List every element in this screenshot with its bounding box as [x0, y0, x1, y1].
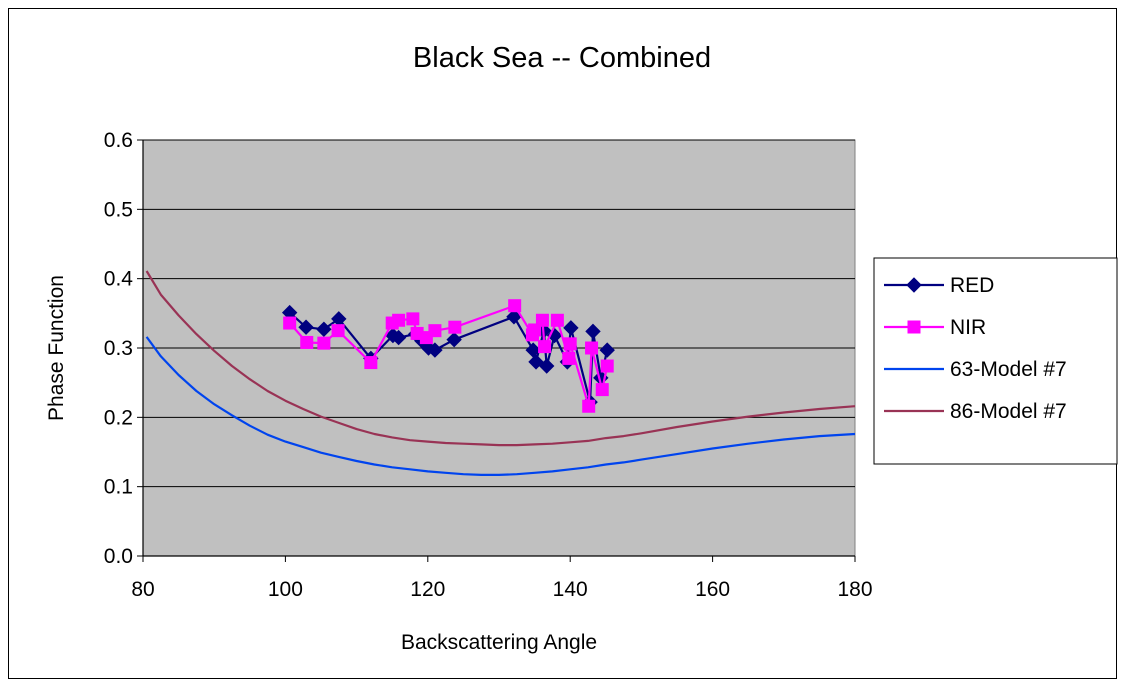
- legend-marker: [907, 320, 921, 334]
- y-tick-label: 0.6: [104, 129, 133, 152]
- data-point: [550, 313, 564, 327]
- gridlines: [143, 139, 855, 488]
- data-point: [392, 313, 406, 327]
- legend-item: NIR: [884, 316, 986, 339]
- data-point: [406, 312, 420, 326]
- data-point: [317, 336, 331, 350]
- series-line: [145, 336, 856, 476]
- data-point: [506, 309, 522, 325]
- data-point: [582, 399, 596, 413]
- data-point: [585, 341, 599, 355]
- legend-item: 86-Model #7: [884, 400, 1067, 423]
- y-tick-label: 0.3: [104, 337, 133, 360]
- data-point: [563, 320, 579, 336]
- legend-box: [873, 257, 1118, 465]
- x-axis-ticks: 80 100 120 140 160 180: [131, 556, 873, 601]
- data-point: [535, 313, 549, 327]
- series-63-model-7: [145, 336, 856, 476]
- legend-item: 63-Model #7: [884, 358, 1067, 381]
- y-tick-label: 0.0: [104, 545, 133, 568]
- legend: RED NIR 63-Model #7 86-Model #7: [873, 257, 1118, 465]
- chart-title: Black Sea -- Combined: [413, 42, 711, 74]
- series-line: [145, 270, 856, 447]
- x-tick-label: 100: [268, 578, 303, 601]
- series-nir: [283, 299, 614, 413]
- data-point: [585, 323, 601, 340]
- x-tick-label: 160: [695, 578, 730, 601]
- data-point: [298, 319, 314, 335]
- x-tick-label: 80: [131, 578, 154, 601]
- data-point: [599, 342, 615, 358]
- data-point: [538, 340, 552, 354]
- y-axis-label: Phase Function: [45, 275, 68, 421]
- x-axis-label: Backscattering Angle: [401, 631, 597, 654]
- data-point: [528, 323, 542, 337]
- x-tick-label: 120: [410, 578, 445, 601]
- legend-label: RED: [950, 274, 994, 297]
- data-point: [390, 329, 407, 346]
- data-point: [508, 299, 522, 313]
- data-point: [595, 383, 609, 397]
- series-group: [145, 270, 856, 476]
- y-tick-label: 0.2: [104, 406, 133, 429]
- y-tick-label: 0.1: [104, 476, 133, 499]
- data-point: [563, 337, 577, 351]
- data-point: [538, 358, 555, 374]
- y-tick-label: 0.5: [104, 198, 133, 221]
- data-point: [562, 351, 576, 365]
- data-point: [428, 324, 442, 338]
- x-tick-label: 180: [837, 578, 872, 601]
- legend-label: 86-Model #7: [950, 400, 1067, 423]
- data-point: [448, 320, 462, 334]
- legend-label: NIR: [950, 316, 986, 339]
- x-tick-label: 140: [553, 578, 588, 601]
- data-point: [316, 321, 332, 337]
- data-point: [528, 354, 544, 370]
- data-point: [427, 342, 443, 358]
- data-point: [283, 316, 297, 330]
- legend-item: RED: [884, 274, 994, 297]
- data-point: [446, 331, 462, 348]
- data-point: [331, 324, 345, 338]
- y-tick-label: 0.4: [104, 268, 134, 291]
- legend-marker: [906, 277, 922, 293]
- y-axis-ticks: 0.0 0.1 0.2 0.3 0.4 0.5 0.6: [104, 129, 143, 568]
- data-point: [364, 356, 378, 370]
- series-86-model-7: [145, 270, 856, 447]
- legend-label: 63-Model #7: [950, 358, 1067, 381]
- data-point: [300, 335, 314, 349]
- data-point: [600, 359, 614, 373]
